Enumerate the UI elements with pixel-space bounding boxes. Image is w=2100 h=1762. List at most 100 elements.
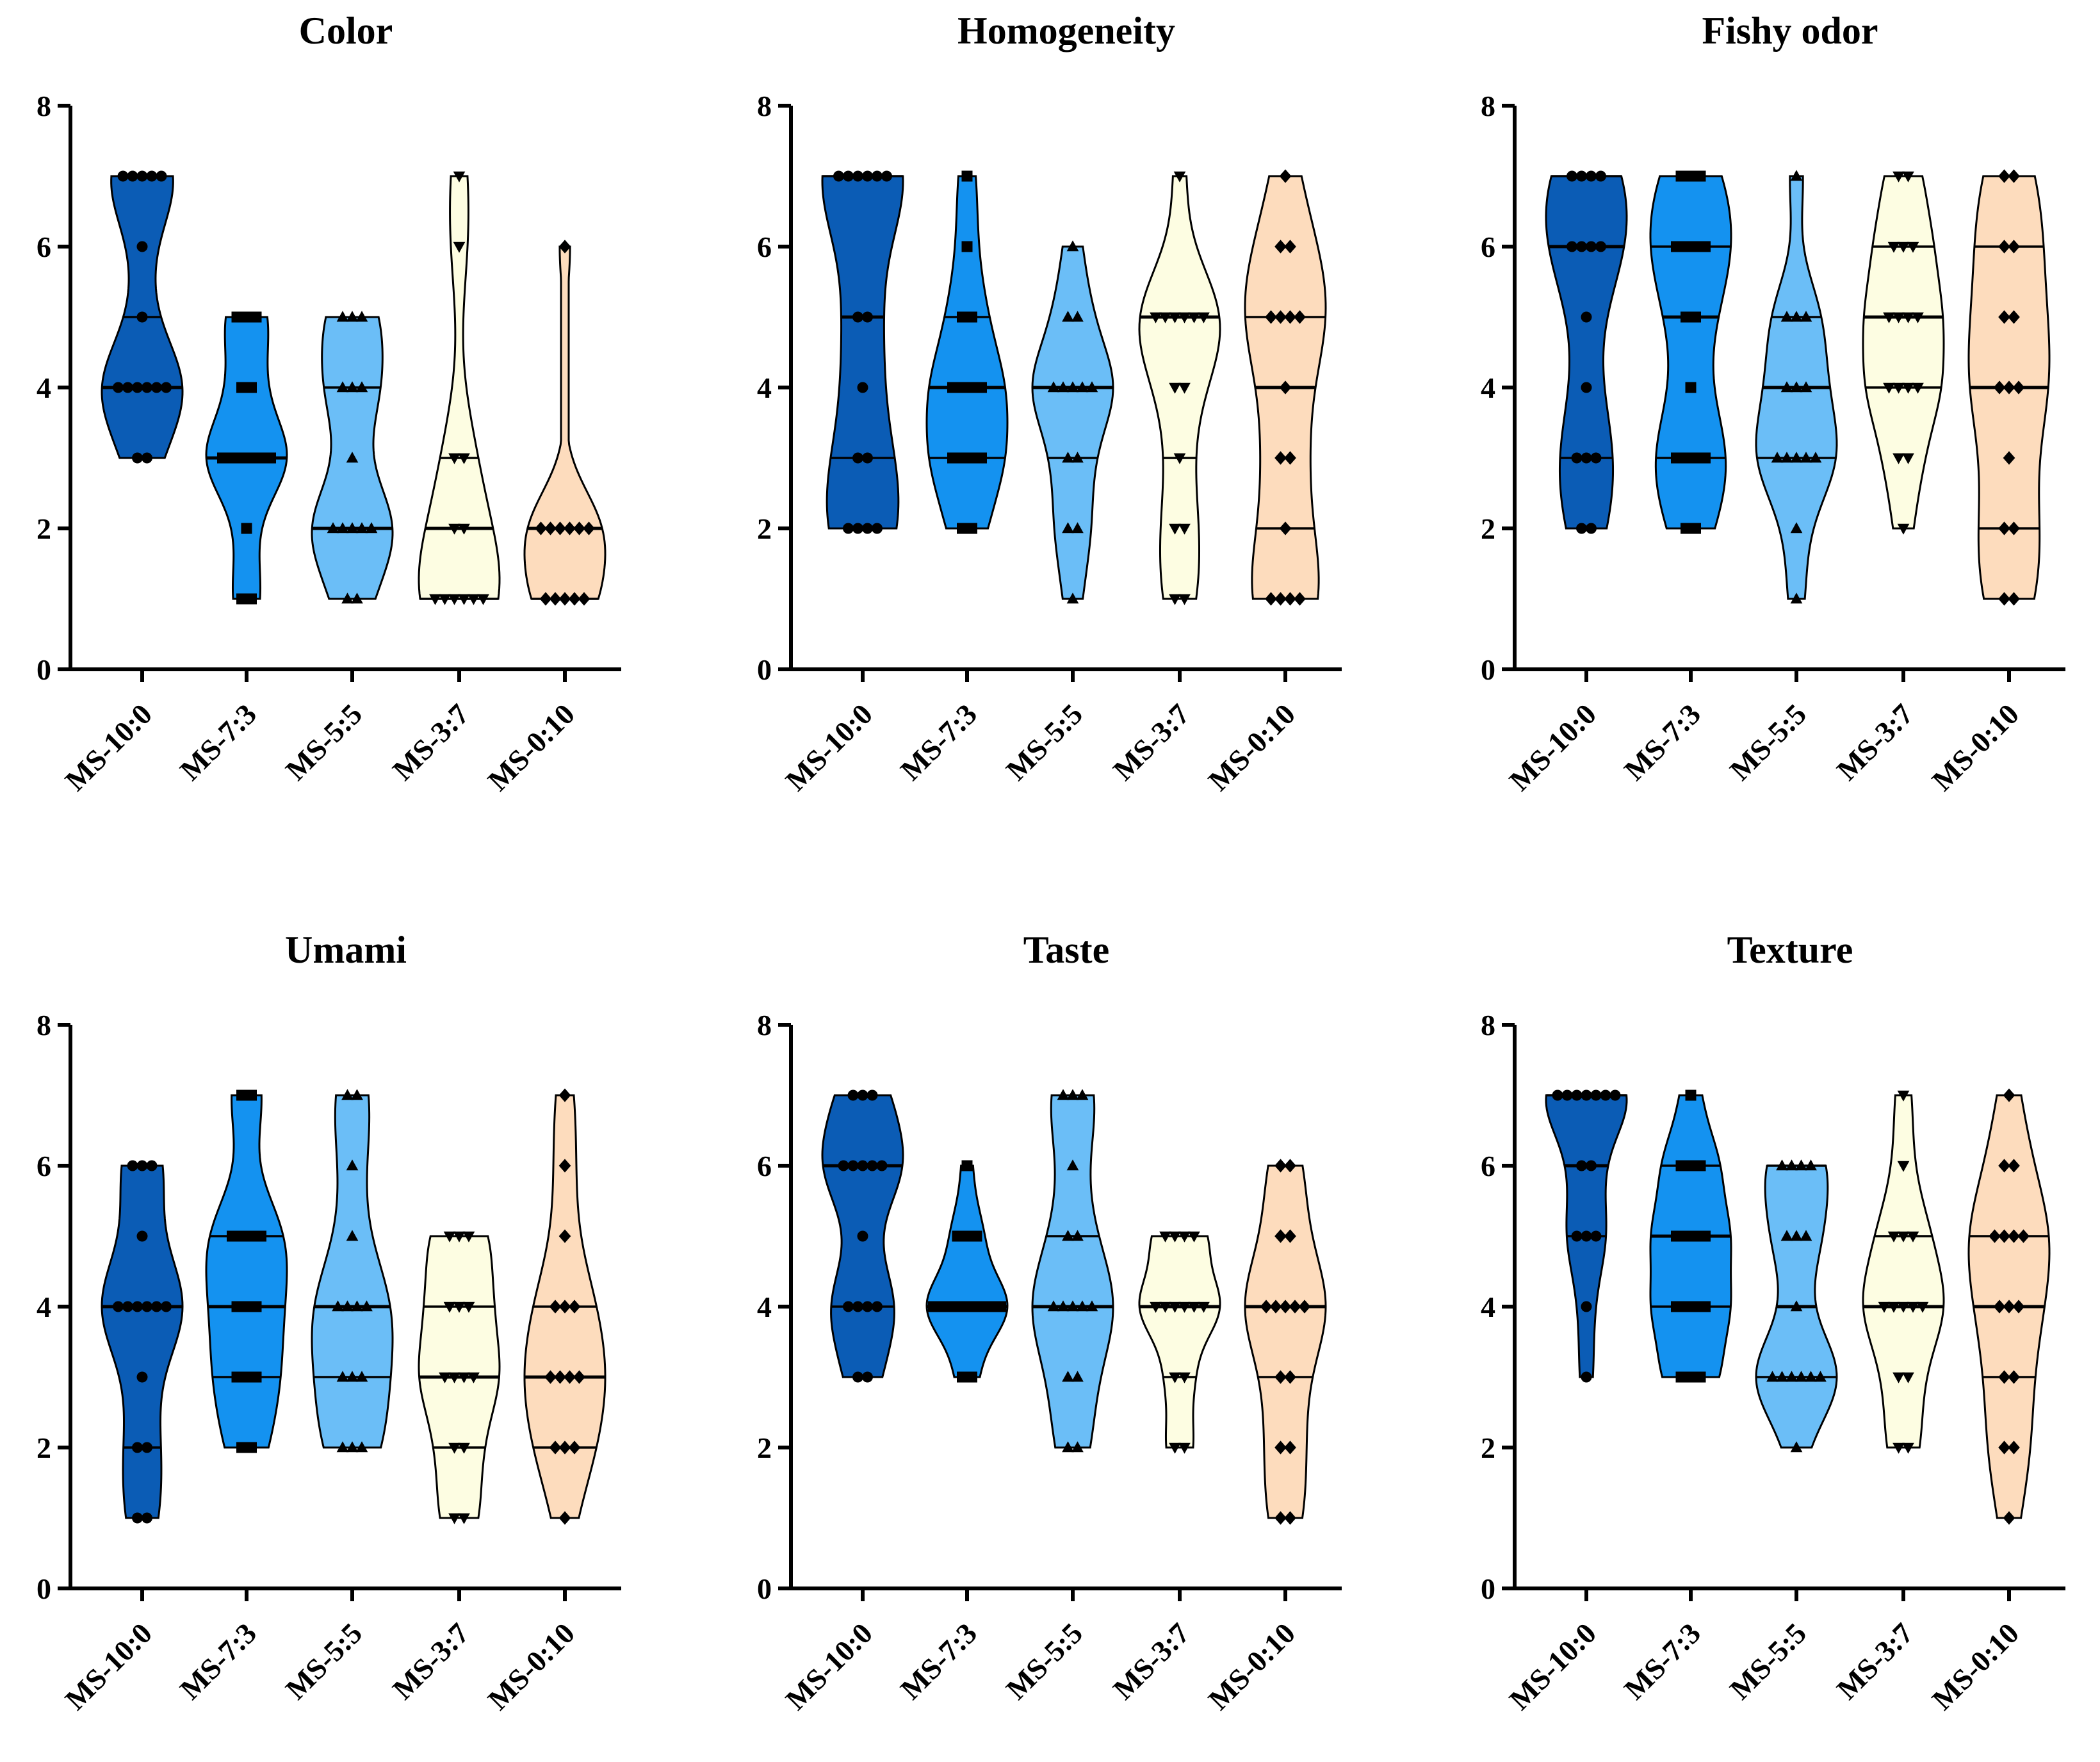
data-point xyxy=(468,1372,480,1383)
data-point xyxy=(236,1442,247,1453)
data-point xyxy=(1178,594,1191,605)
data-point xyxy=(1998,169,2010,183)
data-point xyxy=(1169,1301,1181,1313)
data-point xyxy=(1071,311,1084,322)
data-point xyxy=(1883,312,1895,323)
data-point xyxy=(1581,382,1592,393)
violin-MS-5:5 xyxy=(1031,245,1114,600)
data-point xyxy=(957,311,968,323)
data-point xyxy=(961,241,973,252)
data-point xyxy=(146,1160,158,1171)
data-point xyxy=(1071,1441,1084,1453)
data-point xyxy=(246,593,257,605)
data-point xyxy=(2003,380,2015,395)
data-point xyxy=(351,1300,363,1312)
data-point xyxy=(458,1442,470,1454)
data-point xyxy=(151,1301,162,1312)
data-point xyxy=(227,452,238,464)
data-point xyxy=(1800,452,1812,463)
data-point xyxy=(568,592,581,606)
x-tick-label: MS-3:7 xyxy=(1830,697,1919,787)
data-point xyxy=(1681,1230,1691,1242)
y-tick-label: 2 xyxy=(757,512,772,545)
panel-texture: Texture 0 2 4 6 8 MS-10:0 MS-7:3 MS-5:5 MS-3:7 MS-… xyxy=(1481,929,2065,1716)
y-tick-label: 2 xyxy=(757,1432,772,1464)
violin-MS-3:7 xyxy=(1862,175,1945,530)
data-point xyxy=(1567,170,1577,182)
data-point xyxy=(1998,310,2010,324)
data-point xyxy=(113,382,124,393)
data-point xyxy=(1907,241,1919,253)
data-point xyxy=(852,311,863,323)
data-point xyxy=(439,594,451,605)
data-point xyxy=(477,594,489,605)
data-point xyxy=(1809,452,1822,463)
data-point xyxy=(236,593,247,605)
data-point xyxy=(1159,1231,1171,1243)
data-point xyxy=(1062,1441,1074,1453)
data-point xyxy=(365,522,378,534)
data-point xyxy=(246,452,257,464)
data-point xyxy=(132,382,143,393)
data-point xyxy=(966,452,977,464)
data-point xyxy=(132,1442,143,1453)
panel-title: Taste xyxy=(1023,929,1109,971)
data-point xyxy=(1076,381,1089,393)
data-point xyxy=(1178,1372,1191,1383)
data-point xyxy=(1700,1301,1711,1312)
data-point xyxy=(1571,1230,1583,1242)
data-point xyxy=(1690,1301,1701,1312)
data-point xyxy=(1993,1300,2006,1314)
data-point xyxy=(847,1160,859,1171)
data-point xyxy=(957,523,968,534)
data-point xyxy=(966,1371,977,1383)
data-point xyxy=(1685,382,1697,393)
data-point xyxy=(1071,522,1084,534)
violin-MS-7:3 xyxy=(925,1164,1009,1378)
y-tick-label: 2 xyxy=(37,512,51,545)
data-point xyxy=(573,521,585,535)
data-point xyxy=(142,1512,152,1524)
data-point xyxy=(1076,1089,1089,1100)
data-point xyxy=(862,523,873,534)
data-point xyxy=(1892,382,1905,394)
data-point xyxy=(443,1301,456,1313)
data-point xyxy=(336,381,349,393)
data-point xyxy=(857,1089,868,1101)
y-tick-label: 0 xyxy=(1481,1572,1495,1605)
data-point xyxy=(1057,1089,1070,1100)
data-point xyxy=(549,1440,562,1455)
data-point xyxy=(1790,1300,1803,1312)
x-tick-label: MS-3:7 xyxy=(1107,1617,1196,1706)
data-point xyxy=(1581,311,1592,323)
data-point xyxy=(1902,312,1914,323)
data-point xyxy=(346,1230,359,1241)
data-point xyxy=(256,452,266,464)
data-point xyxy=(346,1159,359,1171)
violin-MS-3:7 xyxy=(418,175,501,600)
data-point xyxy=(246,1230,257,1242)
data-point xyxy=(852,1371,863,1383)
violin-MS-7:3 xyxy=(1649,175,1732,530)
data-point xyxy=(250,1301,262,1312)
data-point xyxy=(1771,452,1784,463)
data-point xyxy=(151,382,162,393)
data-point xyxy=(250,1371,262,1383)
x-tick-label: MS-5:5 xyxy=(1723,697,1812,787)
data-point xyxy=(448,1442,460,1454)
data-point xyxy=(1586,170,1597,182)
data-point xyxy=(1062,452,1074,463)
panel-homogeneity: Homogeneity 0 2 4 6 8 MS-10:0 MS-7:3 MS-5:5 MS-3:… xyxy=(757,10,1342,797)
data-point xyxy=(1800,1230,1812,1241)
data-point xyxy=(1681,523,1691,534)
violin-MS-10:0 xyxy=(101,1164,184,1519)
data-point xyxy=(573,1370,585,1384)
data-point xyxy=(852,1301,863,1312)
data-point xyxy=(957,1301,968,1312)
data-point xyxy=(332,1300,344,1312)
violin-MS-7:3 xyxy=(925,175,1009,530)
data-point xyxy=(1695,1160,1706,1171)
x-tick-label: MS-0:10 xyxy=(1202,1617,1301,1716)
data-point xyxy=(1897,1161,1910,1172)
data-point xyxy=(1169,523,1181,535)
